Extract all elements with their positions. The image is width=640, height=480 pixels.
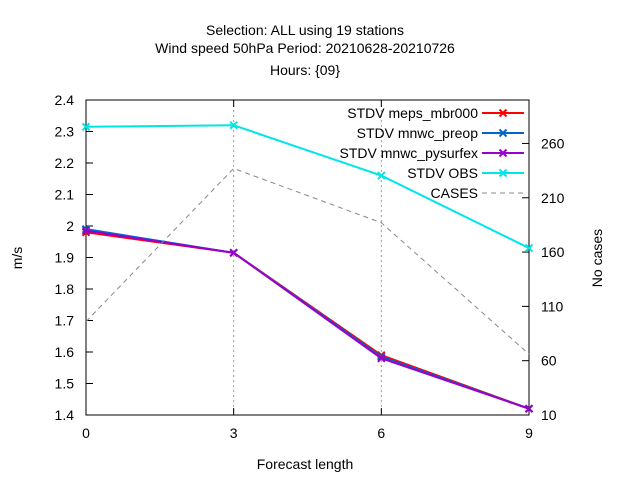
legend-marker-0 bbox=[498, 108, 508, 118]
y-tick-label: 1.8 bbox=[55, 281, 75, 297]
legend-marker-1 bbox=[498, 128, 508, 138]
y-tick-label: 1.6 bbox=[55, 344, 75, 360]
series-1 bbox=[81, 224, 534, 413]
legend-label-1: STDV mnwc_preop bbox=[357, 125, 479, 141]
x-axis-label: Forecast length bbox=[257, 456, 354, 472]
data-point-2-2 bbox=[377, 354, 386, 363]
title-line-1: Selection: ALL using 19 stations bbox=[206, 22, 404, 38]
series-line-1 bbox=[85, 228, 530, 410]
series-2 bbox=[81, 226, 534, 413]
y2-tick-label: 210 bbox=[541, 190, 565, 206]
data-point-2-3 bbox=[524, 404, 534, 413]
y-tick-label: 2.4 bbox=[55, 92, 75, 108]
y-tick-label: 2 bbox=[66, 218, 74, 234]
legend-marker-3 bbox=[498, 168, 508, 178]
y2-tick-label: 60 bbox=[541, 353, 557, 369]
x-tick-label: 9 bbox=[525, 425, 533, 441]
series-line-3 bbox=[85, 124, 530, 249]
series-lines bbox=[81, 120, 534, 413]
series-0 bbox=[81, 228, 534, 413]
y-tick-label: 2.1 bbox=[55, 187, 75, 203]
data-point-2-0 bbox=[81, 226, 91, 235]
data-point-2-1 bbox=[229, 248, 238, 257]
y2-tick-label: 160 bbox=[541, 244, 565, 260]
y-tick-label: 2.2 bbox=[55, 155, 75, 171]
y2-tick-label: 110 bbox=[541, 298, 564, 314]
y-tick-label: 1.9 bbox=[55, 250, 75, 266]
data-point-3-0 bbox=[81, 122, 91, 131]
y-axis-label: m/s bbox=[9, 247, 25, 270]
y2-tick-label: 260 bbox=[541, 135, 565, 151]
x-tick-label: 3 bbox=[230, 425, 238, 441]
series-3 bbox=[81, 120, 534, 253]
title-line-2: Wind speed 50hPa Period: 20210628-202107… bbox=[155, 40, 455, 56]
legend: STDV meps_mbr000 STDV mnwc_preop STDV mnwc… bbox=[340, 105, 524, 201]
series-4 bbox=[85, 167, 530, 355]
legend-label-2: STDV mnwc_pysurfex bbox=[340, 145, 478, 161]
legend-marker-2 bbox=[498, 148, 508, 158]
legend-label-0: STDV meps_mbr000 bbox=[347, 105, 478, 121]
legend-label-3: STDV OBS bbox=[407, 165, 478, 181]
y-tick-label: 1.4 bbox=[55, 407, 75, 423]
y-tick-label: 1.7 bbox=[55, 313, 75, 329]
y2-axis-label: No cases bbox=[589, 229, 605, 287]
data-point-3-3 bbox=[524, 243, 534, 253]
chart-title: Selection: ALL using 19 stations Wind sp… bbox=[155, 22, 455, 78]
x-tick-label: 6 bbox=[377, 425, 385, 441]
y-tick-label: 2.3 bbox=[55, 124, 75, 140]
y-tick-label: 1.5 bbox=[55, 376, 75, 392]
series-line-4 bbox=[85, 167, 530, 355]
data-point-3-2 bbox=[377, 171, 386, 180]
series-line-0 bbox=[85, 231, 530, 410]
series-line-2 bbox=[85, 229, 530, 410]
title-line-3: Hours: {09} bbox=[270, 62, 340, 78]
legend-label-4: CASES bbox=[431, 185, 478, 201]
y2-tick-label: 10 bbox=[541, 407, 557, 423]
x-tick-label: 0 bbox=[82, 425, 90, 441]
data-point-3-1 bbox=[229, 120, 238, 130]
tick-labels: 0 3 6 9 1.4 1.5 1.6 1.7 1.8 1.9 2 2.1 2.2 2.3 2.4 10 60 1… bbox=[55, 92, 565, 441]
